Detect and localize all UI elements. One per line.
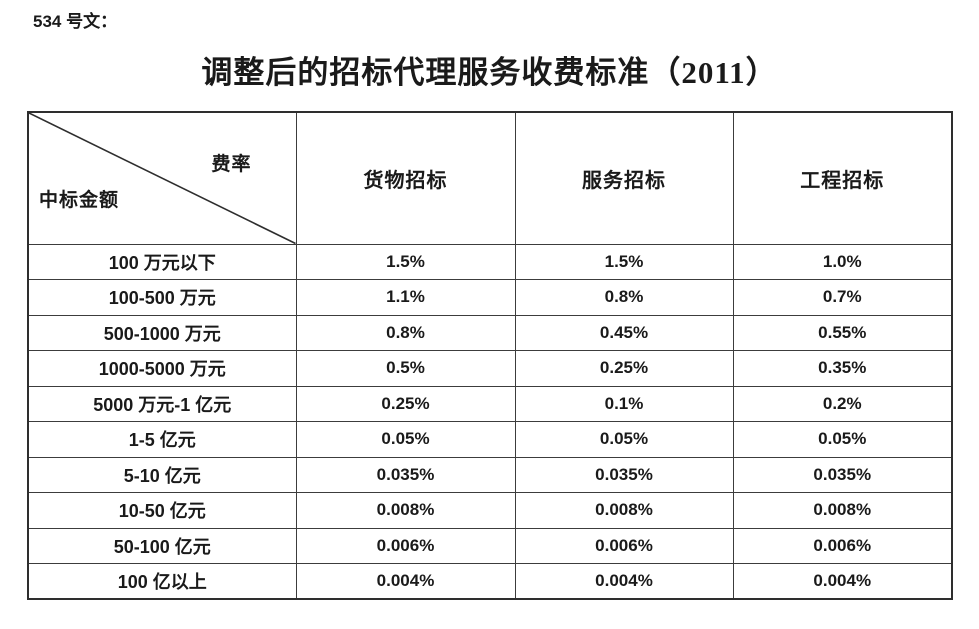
doc-number-label: 534 号文： (33, 12, 118, 31)
table-row: 100 亿以上 0.004% 0.004% 0.004% (27, 563, 953, 600)
rate-cell-goods: 0.006% (295, 527, 516, 564)
amount-range-cell: 1-5 亿元 (27, 421, 297, 458)
rate-cell-engineering: 0.35% (732, 350, 953, 387)
rate-cell-goods: 0.035% (295, 456, 516, 493)
rate-cell-goods: 0.05% (295, 421, 516, 458)
rate-cell-goods: 0.8% (295, 314, 516, 351)
amount-range-cell: 500-1000 万元 (27, 314, 297, 351)
diagonal-divider-line (29, 113, 296, 244)
rate-cell-service: 0.035% (514, 456, 734, 493)
rate-cell-engineering: 1.0% (732, 243, 953, 280)
table-row: 500-1000 万元 0.8% 0.45% 0.55% (27, 314, 953, 351)
table-row: 1-5 亿元 0.05% 0.05% 0.05% (27, 421, 953, 458)
amount-range-cell: 1000-5000 万元 (27, 350, 297, 387)
rate-cell-service: 0.1% (514, 385, 734, 422)
fee-table: 费率 中标金额 货物招标 服务招标 工程招标 100 万元以下 1.5% 1.5… (27, 111, 953, 600)
column-header-engineering-bidding: 工程招标 (732, 111, 953, 245)
rate-cell-service: 0.45% (514, 314, 734, 351)
amount-range-cell: 10-50 亿元 (27, 492, 297, 529)
amount-axis-label: 中标金额 (39, 189, 120, 211)
rate-cell-service: 0.006% (514, 527, 734, 564)
rate-cell-engineering: 0.035% (732, 456, 953, 493)
rate-cell-service: 0.25% (514, 350, 734, 387)
rate-cell-engineering: 0.006% (732, 527, 953, 564)
rate-cell-engineering: 0.55% (732, 314, 953, 351)
table-row: 10-50 亿元 0.008% 0.008% 0.008% (27, 492, 953, 529)
rate-cell-engineering: 0.004% (732, 563, 953, 600)
amount-range-cell: 100 亿以上 (27, 563, 297, 600)
table-row: 5-10 亿元 0.035% 0.035% 0.035% (27, 456, 953, 493)
amount-range-cell: 50-100 亿元 (27, 527, 297, 564)
rate-cell-service: 0.008% (514, 492, 734, 529)
table-row: 50-100 亿元 0.006% 0.006% 0.006% (27, 527, 953, 564)
column-header-service-bidding: 服务招标 (514, 111, 734, 245)
table-row: 100-500 万元 1.1% 0.8% 0.7% (27, 279, 953, 316)
table-row: 5000 万元-1 亿元 0.25% 0.1% 0.2% (27, 385, 953, 422)
page-title: 调整后的招标代理服务收费标准（2011） (201, 55, 778, 90)
table-row: 100 万元以下 1.5% 1.5% 1.0% (27, 243, 953, 280)
rate-cell-engineering: 0.2% (732, 385, 953, 422)
rate-cell-engineering: 0.05% (732, 421, 953, 458)
amount-range-cell: 5-10 亿元 (27, 456, 297, 493)
rate-cell-service: 0.05% (514, 421, 734, 458)
rate-cell-service: 1.5% (514, 243, 734, 280)
rate-cell-goods: 1.1% (295, 279, 516, 316)
diagonal-header-cell: 费率 中标金额 (27, 111, 297, 245)
rate-cell-goods: 1.5% (295, 243, 516, 280)
rate-cell-goods: 0.004% (295, 563, 516, 600)
rate-cell-goods: 0.25% (295, 385, 516, 422)
table-row: 1000-5000 万元 0.5% 0.25% 0.35% (27, 350, 953, 387)
column-header-goods-bidding: 货物招标 (295, 111, 516, 245)
rate-cell-engineering: 0.008% (732, 492, 953, 529)
rate-cell-engineering: 0.7% (732, 279, 953, 316)
amount-range-cell: 100-500 万元 (27, 279, 297, 316)
amount-range-cell: 100 万元以下 (27, 243, 297, 280)
table-header-row: 费率 中标金额 货物招标 服务招标 工程招标 (27, 111, 953, 245)
rate-cell-service: 0.8% (514, 279, 734, 316)
rate-axis-label: 费率 (211, 154, 252, 175)
amount-range-cell: 5000 万元-1 亿元 (27, 385, 297, 422)
rate-cell-goods: 0.008% (295, 492, 516, 529)
rate-cell-goods: 0.5% (295, 350, 516, 387)
rate-cell-service: 0.004% (514, 563, 734, 600)
